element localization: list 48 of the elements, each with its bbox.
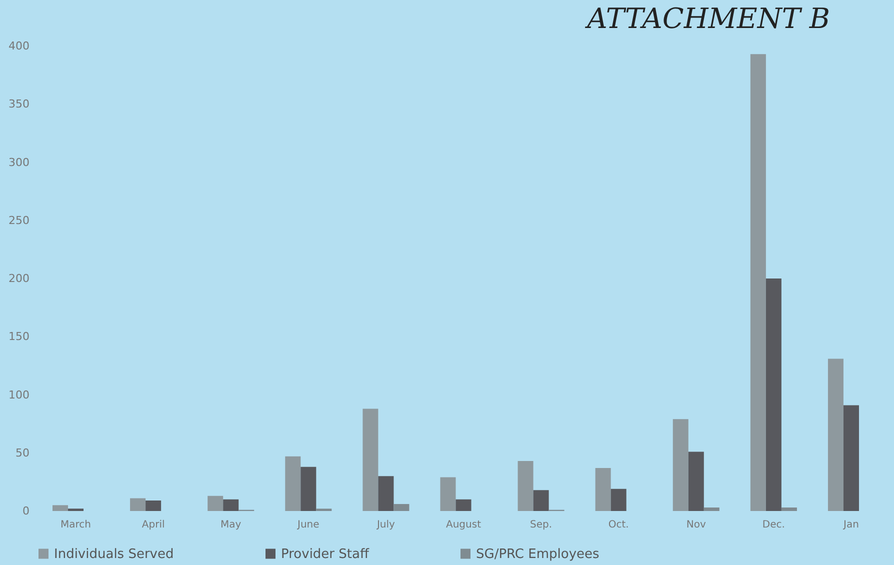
bar [610, 488, 626, 511]
bar [208, 496, 224, 511]
bar [843, 405, 859, 511]
x-tick-label: Jan [842, 520, 859, 530]
bar [52, 505, 68, 511]
bar [285, 456, 301, 511]
bar [533, 490, 549, 511]
bar [828, 358, 844, 511]
bar [300, 466, 316, 511]
x-tick-label: Dec. [762, 520, 785, 530]
y-tick-label: 250 [8, 214, 30, 227]
y-tick-label: 50 [16, 446, 30, 460]
x-tick-label: May [220, 520, 242, 530]
bar [672, 419, 688, 511]
y-tick-label: 0 [22, 504, 30, 518]
legend-label: SG/PRC Employees [476, 546, 600, 562]
bar [440, 477, 456, 511]
bar [456, 499, 472, 511]
bar [223, 499, 239, 511]
bar [595, 468, 611, 511]
bar [378, 476, 394, 511]
bar [146, 500, 162, 511]
x-tick-label: Nov [686, 520, 706, 530]
bar [704, 508, 720, 511]
x-tick-label: March [60, 520, 92, 530]
y-tick-label: 350 [8, 98, 30, 111]
legend-label: Individuals Served [54, 546, 174, 562]
y-tick-label: 200 [8, 272, 30, 285]
x-tick-label: July [376, 520, 396, 530]
bar [766, 278, 782, 511]
y-tick-label: 150 [8, 330, 30, 344]
bar [781, 508, 797, 511]
x-tick-label: June [296, 520, 320, 530]
legend-label: Provider Staff [281, 546, 370, 562]
text: ATTACHMENT B [584, 2, 830, 35]
bar [750, 54, 766, 511]
x-tick-label: Sep. [530, 520, 552, 530]
bar [130, 498, 146, 511]
x-tick-label: April [142, 520, 165, 530]
y-tick-label: 300 [8, 156, 30, 169]
y-tick-label: 400 [8, 40, 30, 52]
x-tick-label: August [446, 520, 482, 530]
bar [518, 461, 534, 511]
bar [362, 408, 378, 511]
y-tick-label: 100 [8, 388, 30, 402]
bar [394, 504, 410, 511]
x-tick-label: Oct. [608, 520, 629, 530]
bar [688, 452, 704, 511]
